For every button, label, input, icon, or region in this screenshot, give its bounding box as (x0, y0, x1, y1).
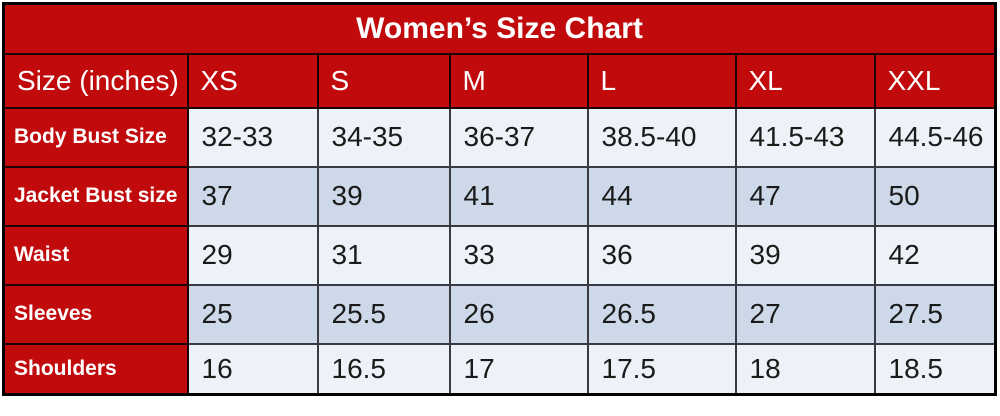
cell-value: 39 (734, 224, 876, 286)
cell-value: 50 (873, 165, 997, 227)
cell-value: 18.5 (873, 342, 997, 396)
cell-value: 16.5 (316, 342, 451, 396)
cell-value: 36 (586, 224, 737, 286)
header-size-s: S (316, 52, 451, 109)
cell-value: 37 (186, 165, 319, 227)
row-label-sleeves: Sleeves (2, 283, 189, 345)
cell-value: 18 (734, 342, 876, 396)
row-label-waist: Waist (2, 224, 189, 286)
cell-value: 25.5 (316, 283, 451, 345)
page-title: Women’s Size Chart (2, 2, 997, 55)
size-chart: Women’s Size Chart Size (inches) XS S M … (2, 2, 998, 396)
header-row: Size (inches) XS S M L XL XXL (2, 52, 997, 109)
row-label-jacket-bust: Jacket Bust size (2, 165, 189, 227)
cell-value: 33 (448, 224, 589, 286)
cell-value: 29 (186, 224, 319, 286)
cell-value: 44 (586, 165, 737, 227)
cell-value: 17.5 (586, 342, 737, 396)
header-size-m: M (448, 52, 589, 109)
cell-value: 16 (186, 342, 319, 396)
cell-value: 34-35 (316, 106, 451, 168)
cell-value: 27 (734, 283, 876, 345)
cell-value: 42 (873, 224, 997, 286)
cell-value: 17 (448, 342, 589, 396)
size-chart-table: Women’s Size Chart Size (inches) XS S M … (2, 2, 998, 396)
table-row-jacket-bust: Jacket Bust size 37 39 41 44 47 50 (2, 165, 997, 227)
cell-value: 26.5 (586, 283, 737, 345)
cell-value: 41.5-43 (734, 106, 876, 168)
cell-value: 32-33 (186, 106, 319, 168)
table-row-shoulders: Shoulders 16 16.5 17 17.5 18 18.5 (2, 342, 997, 396)
table-row-body-bust: Body Bust Size 32-33 34-35 36-37 38.5-40… (2, 106, 997, 168)
cell-value: 47 (734, 165, 876, 227)
row-label-shoulders: Shoulders (2, 342, 189, 396)
cell-value: 26 (448, 283, 589, 345)
header-size-xxl: XXL (873, 52, 997, 109)
cell-value: 39 (316, 165, 451, 227)
cell-value: 41 (448, 165, 589, 227)
header-size-xs: XS (186, 52, 319, 109)
table-row-waist: Waist 29 31 33 36 39 42 (2, 224, 997, 286)
header-size-xl: XL (734, 52, 876, 109)
row-label-body-bust: Body Bust Size (2, 106, 189, 168)
table-row-sleeves: Sleeves 25 25.5 26 26.5 27 27.5 (2, 283, 997, 345)
header-size-l: L (586, 52, 737, 109)
cell-value: 44.5-46 (873, 106, 997, 168)
cell-value: 25 (186, 283, 319, 345)
cell-value: 27.5 (873, 283, 997, 345)
header-size-inches: Size (inches) (2, 52, 189, 109)
cell-value: 38.5-40 (586, 106, 737, 168)
cell-value: 36-37 (448, 106, 589, 168)
cell-value: 31 (316, 224, 451, 286)
title-row: Women’s Size Chart (2, 2, 997, 55)
